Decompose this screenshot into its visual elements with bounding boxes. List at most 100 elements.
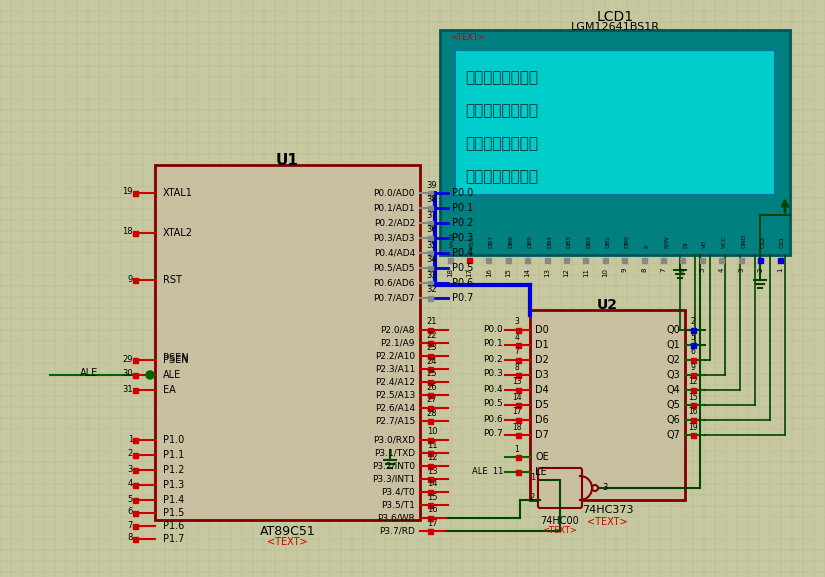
Bar (516, 328, 521, 332)
Text: DB4: DB4 (547, 235, 552, 248)
Text: 3: 3 (738, 268, 744, 272)
Text: U1: U1 (276, 153, 299, 168)
Text: 7: 7 (515, 347, 520, 357)
Bar (427, 503, 432, 508)
Bar (516, 373, 521, 377)
Text: P0.3: P0.3 (483, 369, 503, 379)
Text: ALE  11: ALE 11 (472, 467, 503, 477)
Text: 9: 9 (691, 362, 695, 372)
Bar (622, 257, 627, 263)
FancyBboxPatch shape (530, 310, 685, 500)
Text: OE: OE (535, 452, 549, 462)
Bar (516, 358, 521, 362)
Text: 26: 26 (427, 383, 437, 392)
Text: RST: RST (469, 236, 474, 248)
Text: 13: 13 (544, 268, 550, 277)
Text: P0.5: P0.5 (452, 263, 474, 273)
Bar (700, 257, 705, 263)
Text: Q2: Q2 (666, 355, 680, 365)
Text: 5: 5 (128, 494, 133, 504)
Text: 6: 6 (691, 347, 695, 357)
Text: GND: GND (741, 234, 746, 248)
Text: 1: 1 (128, 434, 133, 444)
Text: 10: 10 (427, 428, 437, 436)
Bar (427, 515, 432, 520)
Text: DB6: DB6 (508, 235, 513, 248)
Text: 38: 38 (427, 196, 437, 204)
Text: VCC: VCC (722, 235, 727, 248)
Text: 8: 8 (515, 362, 520, 372)
Bar (758, 257, 763, 263)
Text: <TEXT>: <TEXT> (450, 33, 485, 42)
Text: 1: 1 (777, 268, 783, 272)
Text: P1.0: P1.0 (163, 435, 184, 445)
Text: 30: 30 (122, 369, 133, 379)
Text: P2.5/A13: P2.5/A13 (375, 391, 415, 399)
Text: D0: D0 (535, 325, 549, 335)
Text: 14: 14 (512, 392, 521, 402)
Bar (777, 257, 782, 263)
Text: P0.2: P0.2 (483, 354, 503, 364)
Text: P3.5/T1: P3.5/T1 (381, 500, 415, 509)
Text: 35: 35 (427, 241, 437, 249)
Text: 39: 39 (427, 181, 437, 189)
Text: 曾经沧海难为水，: 曾经沧海难为水， (465, 70, 538, 85)
Text: CS2: CS2 (761, 236, 766, 248)
Text: P0.6/AD6: P0.6/AD6 (374, 279, 415, 287)
Text: Q4: Q4 (667, 385, 680, 395)
Text: 9: 9 (128, 275, 133, 283)
Text: 取次花丛懒回顾，: 取次花丛懒回顾， (465, 136, 538, 151)
Text: <TEXT>: <TEXT> (543, 526, 578, 535)
Text: ALE: ALE (163, 370, 182, 380)
Text: 9: 9 (622, 268, 628, 272)
Text: 33: 33 (427, 271, 437, 279)
Text: P0.7: P0.7 (452, 293, 474, 303)
Text: 74HC373: 74HC373 (582, 505, 634, 515)
Text: P0.3/AD3: P0.3/AD3 (374, 234, 415, 242)
Bar (427, 477, 432, 481)
Bar (719, 257, 724, 263)
Bar (427, 280, 432, 286)
Bar (427, 235, 432, 241)
Text: P2.7/A15: P2.7/A15 (375, 417, 415, 425)
Text: DB1: DB1 (606, 235, 610, 248)
Text: 74HC00: 74HC00 (540, 516, 579, 526)
Text: 13: 13 (512, 377, 521, 387)
Text: P1.7: P1.7 (163, 534, 184, 544)
Text: 2: 2 (530, 493, 535, 503)
Bar (427, 529, 432, 534)
Circle shape (146, 371, 154, 379)
Text: P1.4: P1.4 (163, 495, 184, 505)
Bar (447, 257, 452, 263)
Text: P0.4: P0.4 (452, 248, 474, 258)
Text: 3: 3 (128, 464, 133, 474)
Bar (427, 406, 432, 410)
Bar (427, 354, 432, 358)
Text: P0.7: P0.7 (483, 429, 503, 439)
Text: 21: 21 (427, 317, 437, 327)
Text: 半缘修道半缘君。: 半缘修道半缘君。 (465, 169, 538, 184)
FancyBboxPatch shape (440, 30, 790, 255)
Text: 4: 4 (719, 268, 725, 272)
Text: DB7: DB7 (489, 235, 494, 248)
Bar (133, 482, 138, 488)
Text: 1: 1 (530, 474, 535, 482)
Text: AT89C51: AT89C51 (260, 525, 315, 538)
Text: ALE: ALE (80, 368, 98, 378)
Bar (642, 257, 647, 263)
FancyBboxPatch shape (155, 165, 420, 520)
Text: XTAL1: XTAL1 (163, 188, 193, 198)
Text: 31: 31 (122, 384, 133, 394)
Bar (427, 205, 432, 211)
Text: XTAL2: XTAL2 (163, 228, 193, 238)
Text: 16: 16 (486, 268, 492, 277)
Text: D5: D5 (535, 400, 549, 410)
Text: P0.0: P0.0 (452, 188, 474, 198)
Text: 22: 22 (427, 331, 437, 339)
Text: 19: 19 (122, 188, 133, 197)
Text: 8: 8 (128, 534, 133, 542)
Text: P0.0/AD0: P0.0/AD0 (374, 189, 415, 197)
Bar (506, 257, 511, 263)
Text: 15: 15 (688, 392, 698, 402)
Bar (516, 470, 521, 474)
